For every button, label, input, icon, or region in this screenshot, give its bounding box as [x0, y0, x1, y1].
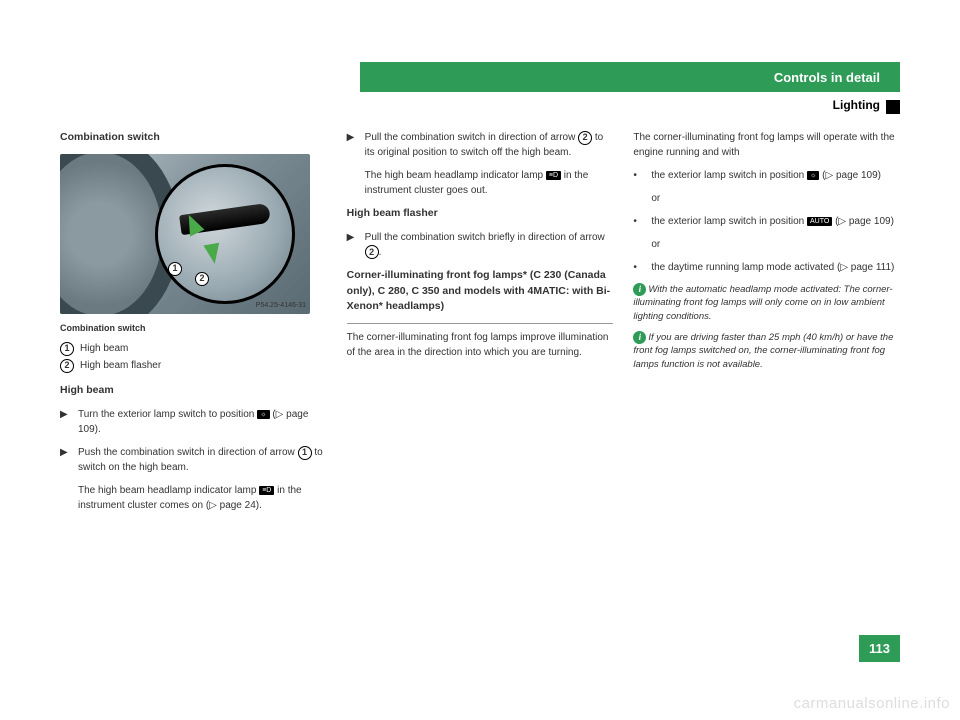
cond-2: • the exterior lamp switch in position A… [633, 214, 900, 229]
cond-1: • the exterior lamp switch in position ☼… [633, 168, 900, 183]
legend-text-2: High beam flasher [80, 358, 161, 373]
step-4: ▶ Pull the combination switch briefly in… [347, 230, 614, 260]
column-1: Combination switch 1 2 P54.25-4146-31 Co… [60, 130, 327, 521]
text: the exterior lamp switch in position [651, 216, 807, 227]
figure-marker-1: 1 [168, 262, 182, 276]
step-3-text: Pull the combination switch in direction… [365, 130, 614, 160]
heading-flasher: High beam flasher [347, 206, 614, 222]
page-ref: (▷ page 109) [832, 216, 894, 227]
text: Turn the exterior lamp switch to positio… [78, 409, 257, 420]
triangle-icon: ▶ [347, 230, 357, 260]
chapter-bar: Controls in detail [360, 62, 900, 92]
spacer [633, 191, 643, 206]
text: Pull the combination switch in direction… [365, 132, 578, 143]
result-1: The high beam headlamp indicator lamp ≡D… [60, 483, 327, 513]
info-note-2: iIf you are driving faster than 25 mph (… [633, 331, 900, 371]
figure-marker-2: 2 [195, 272, 209, 286]
heading-corner-fog: Corner-illuminating front fog lamps* (C … [347, 268, 614, 315]
lamp-switch-icon: ☼ [257, 410, 269, 419]
text: The high beam headlamp indicator lamp [78, 485, 259, 496]
bullet-icon: • [633, 214, 643, 229]
text: Push the combination switch in direction… [78, 447, 298, 458]
heading-high-beam: High beam [60, 383, 327, 399]
step-4-text: Pull the combination switch briefly in d… [365, 230, 614, 260]
cond-3-text: the daytime running lamp mode activated … [651, 260, 900, 275]
cond-3: • the daytime running lamp mode activate… [633, 260, 900, 275]
note-text: If you are driving faster than 25 mph (4… [633, 332, 893, 370]
figure-caption: Combination switch [60, 322, 327, 336]
step-2: ▶ Push the combination switch in directi… [60, 445, 327, 475]
legend-row-2: 2 High beam flasher [60, 358, 327, 373]
heading-combination-switch: Combination switch [60, 130, 327, 146]
or-text: or [651, 191, 900, 206]
info-note-1: iWith the automatic headlamp mode activa… [633, 283, 900, 323]
highbeam-icon: ≡D [546, 171, 561, 180]
page-number: 113 [859, 635, 900, 662]
cond-1-text: the exterior lamp switch in position ☼ (… [651, 168, 900, 183]
header: Controls in detail [40, 62, 900, 92]
cond-2-text: the exterior lamp switch in position AUT… [651, 214, 900, 229]
result-2-text: The high beam headlamp indicator lamp ≡D… [365, 168, 614, 198]
figure-combination-switch: 1 2 P54.25-4146-31 [60, 154, 310, 314]
text: The high beam headlamp indicator lamp [365, 170, 546, 181]
figure-id: P54.25-4146-31 [256, 301, 306, 312]
or-1: or [633, 191, 900, 206]
or-2: or [633, 237, 900, 252]
or-text: or [651, 237, 900, 252]
triangle-icon: ▶ [60, 445, 70, 475]
legend-row-1: 1 High beam [60, 341, 327, 356]
section-title: Lighting [833, 98, 880, 112]
legend-num-1: 1 [60, 342, 74, 356]
legend-num-2: 2 [60, 359, 74, 373]
text: the exterior lamp switch in position [651, 170, 807, 181]
section-marker [886, 100, 900, 114]
text: Pull the combination switch briefly in d… [365, 232, 605, 243]
corner-fog-desc: The corner-illuminating front fog lamps … [347, 330, 614, 360]
arrow-down-icon [203, 243, 222, 265]
column-3: The corner-illuminating front fog lamps … [633, 130, 900, 521]
result-2: The high beam headlamp indicator lamp ≡D… [347, 168, 614, 198]
step-1: ▶ Turn the exterior lamp switch to posit… [60, 407, 327, 437]
bullet-icon: • [633, 260, 643, 275]
spacer [347, 168, 357, 198]
auto-icon: AUTO [807, 217, 832, 226]
legend-text-1: High beam [80, 341, 128, 356]
triangle-icon: ▶ [60, 407, 70, 437]
corner-fog-conditions: The corner-illuminating front fog lamps … [633, 130, 900, 160]
inline-marker-2b: 2 [365, 245, 379, 259]
magnifier-circle [155, 164, 295, 304]
spacer [633, 237, 643, 252]
spacer [60, 483, 70, 513]
watermark: carmanualsonline.info [794, 695, 950, 712]
inline-marker-1: 1 [298, 446, 312, 460]
page-ref: (▷ page 109) [819, 170, 881, 181]
highbeam-icon: ≡D [259, 486, 274, 495]
step-2-text: Push the combination switch in direction… [78, 445, 327, 475]
inline-marker-2: 2 [578, 131, 592, 145]
text: . [379, 247, 382, 258]
bullet-icon: • [633, 168, 643, 183]
chapter-title: Controls in detail [774, 70, 880, 85]
figure-legend: 1 High beam 2 High beam flasher [60, 341, 327, 373]
note-text: With the automatic headlamp mode activat… [633, 284, 892, 322]
column-2: ▶ Pull the combination switch in directi… [347, 130, 614, 521]
result-1-text: The high beam headlamp indicator lamp ≡D… [78, 483, 327, 513]
lamp-switch-icon: ☼ [807, 171, 819, 180]
step-3: ▶ Pull the combination switch in directi… [347, 130, 614, 160]
info-icon: i [633, 283, 646, 296]
triangle-icon: ▶ [347, 130, 357, 160]
divider [347, 323, 614, 324]
info-icon: i [633, 331, 646, 344]
content: Combination switch 1 2 P54.25-4146-31 Co… [60, 130, 900, 521]
step-1-text: Turn the exterior lamp switch to positio… [78, 407, 327, 437]
